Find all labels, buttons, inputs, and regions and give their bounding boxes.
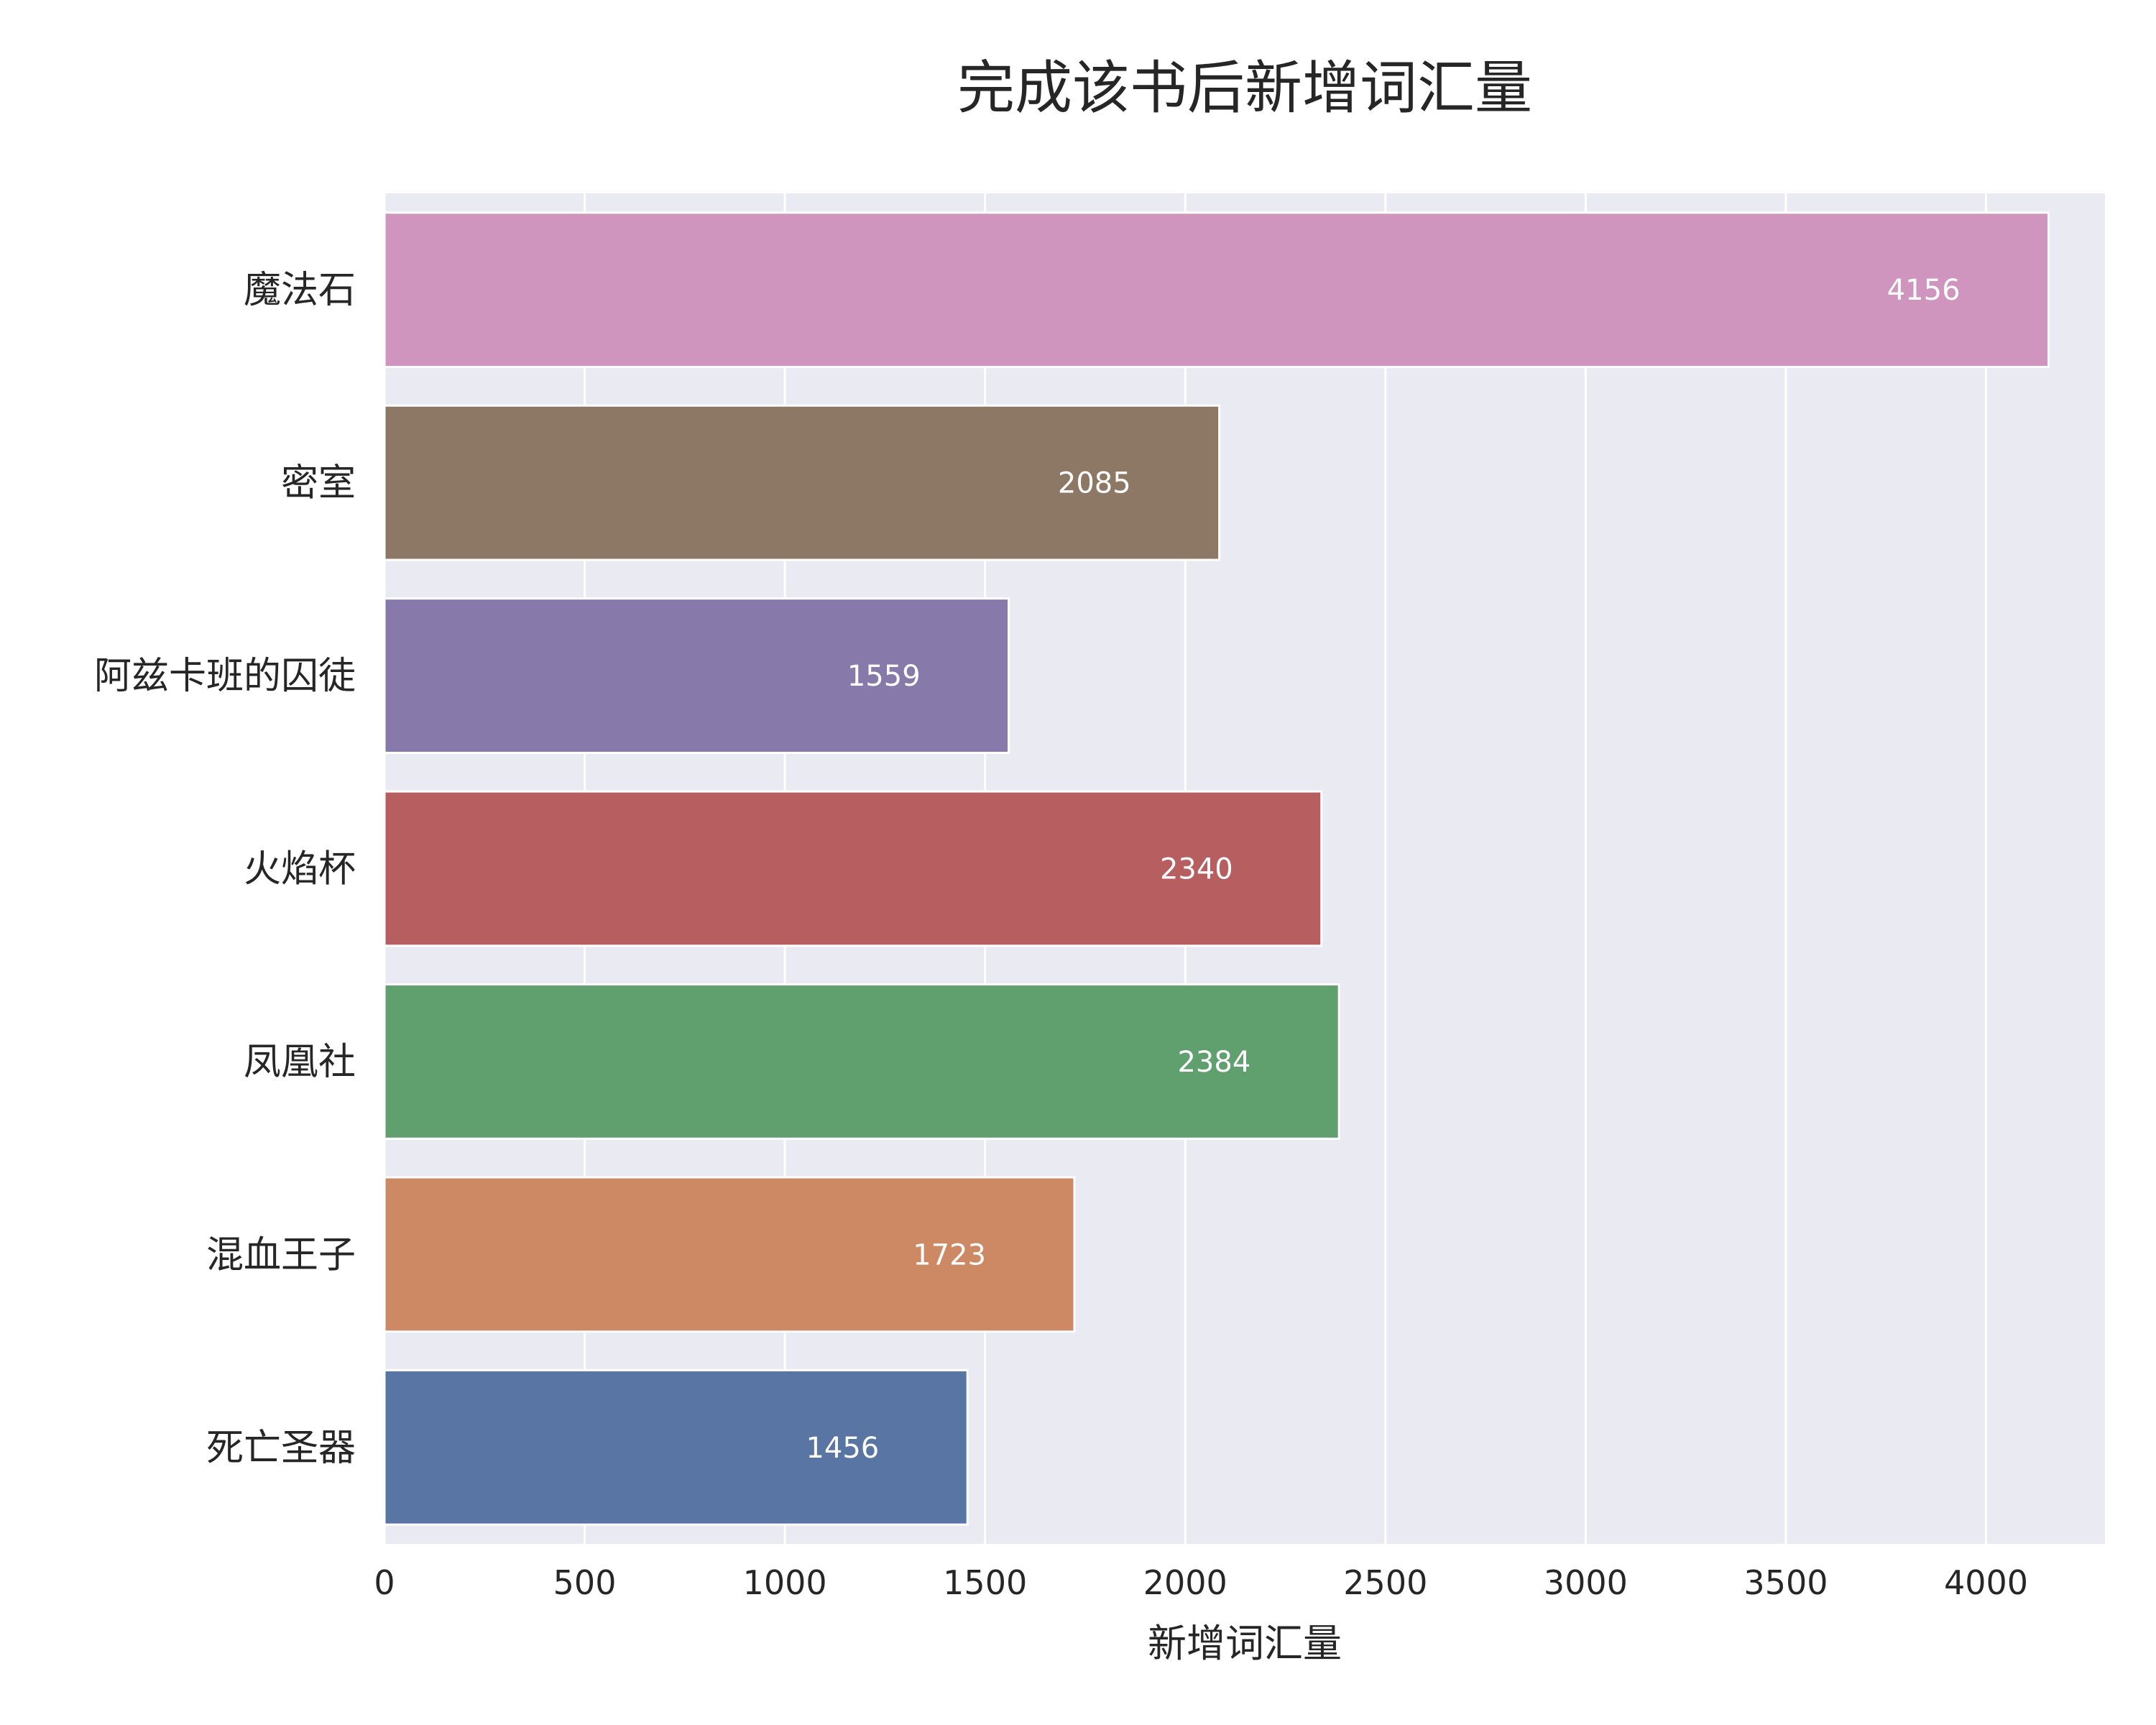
bar-value-label: 1559	[847, 660, 921, 693]
y-tick-label: 密室	[281, 462, 356, 505]
bar-value-label: 1723	[913, 1238, 986, 1271]
x-tick-label: 3500	[1743, 1563, 1828, 1602]
y-tick-label: 阿兹卡班的囚徒	[94, 655, 356, 698]
x-tick-label: 1500	[943, 1563, 1027, 1602]
bar	[383, 404, 1221, 561]
x-tick-label: 1000	[743, 1563, 827, 1602]
bar-value-label: 4156	[1887, 274, 1961, 307]
x-tick-label: 2000	[1143, 1563, 1227, 1602]
chart-title: 完成该书后新增词汇量	[957, 55, 1532, 121]
x-tick-label: 3000	[1544, 1563, 1628, 1602]
x-tick-label: 500	[553, 1563, 617, 1602]
bar-value-label: 1456	[806, 1432, 879, 1465]
x-tick-label: 4000	[1944, 1563, 2028, 1602]
bar-value-label: 2085	[1058, 467, 1131, 500]
x-tick-label: 2500	[1343, 1563, 1427, 1602]
bar	[383, 1176, 1076, 1333]
bar	[383, 211, 2050, 369]
x-ticks: 0 500 1000 1500 2000 2500 3000 3500 4000	[374, 1563, 2028, 1602]
x-axis-label: 新增词汇量	[1148, 1621, 1342, 1666]
bar	[383, 1368, 969, 1526]
x-tick-label: 0	[374, 1563, 395, 1602]
bar	[383, 790, 1323, 947]
y-tick-label: 火焰杯	[244, 848, 356, 891]
bar	[383, 597, 1010, 754]
y-tick-label: 魔法石	[244, 269, 356, 312]
bar	[383, 983, 1340, 1140]
y-tick-label: 死亡圣器	[206, 1427, 356, 1470]
y-tick-label: 凤凰社	[244, 1041, 356, 1084]
bars: 4156 2085 1559 2340 2384 1723 1456	[383, 211, 2050, 1526]
y-tick-label: 混血王子	[206, 1233, 356, 1276]
bar-value-label: 2340	[1160, 853, 1233, 886]
bar-value-label: 2384	[1177, 1046, 1250, 1079]
